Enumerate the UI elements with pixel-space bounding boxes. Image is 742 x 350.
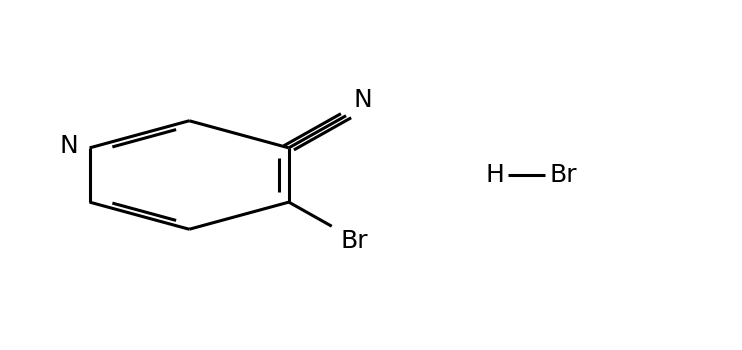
Text: N: N (59, 134, 79, 158)
Text: Br: Br (341, 229, 368, 253)
Text: H: H (485, 163, 505, 187)
Text: N: N (353, 88, 372, 112)
Text: Br: Br (549, 163, 577, 187)
